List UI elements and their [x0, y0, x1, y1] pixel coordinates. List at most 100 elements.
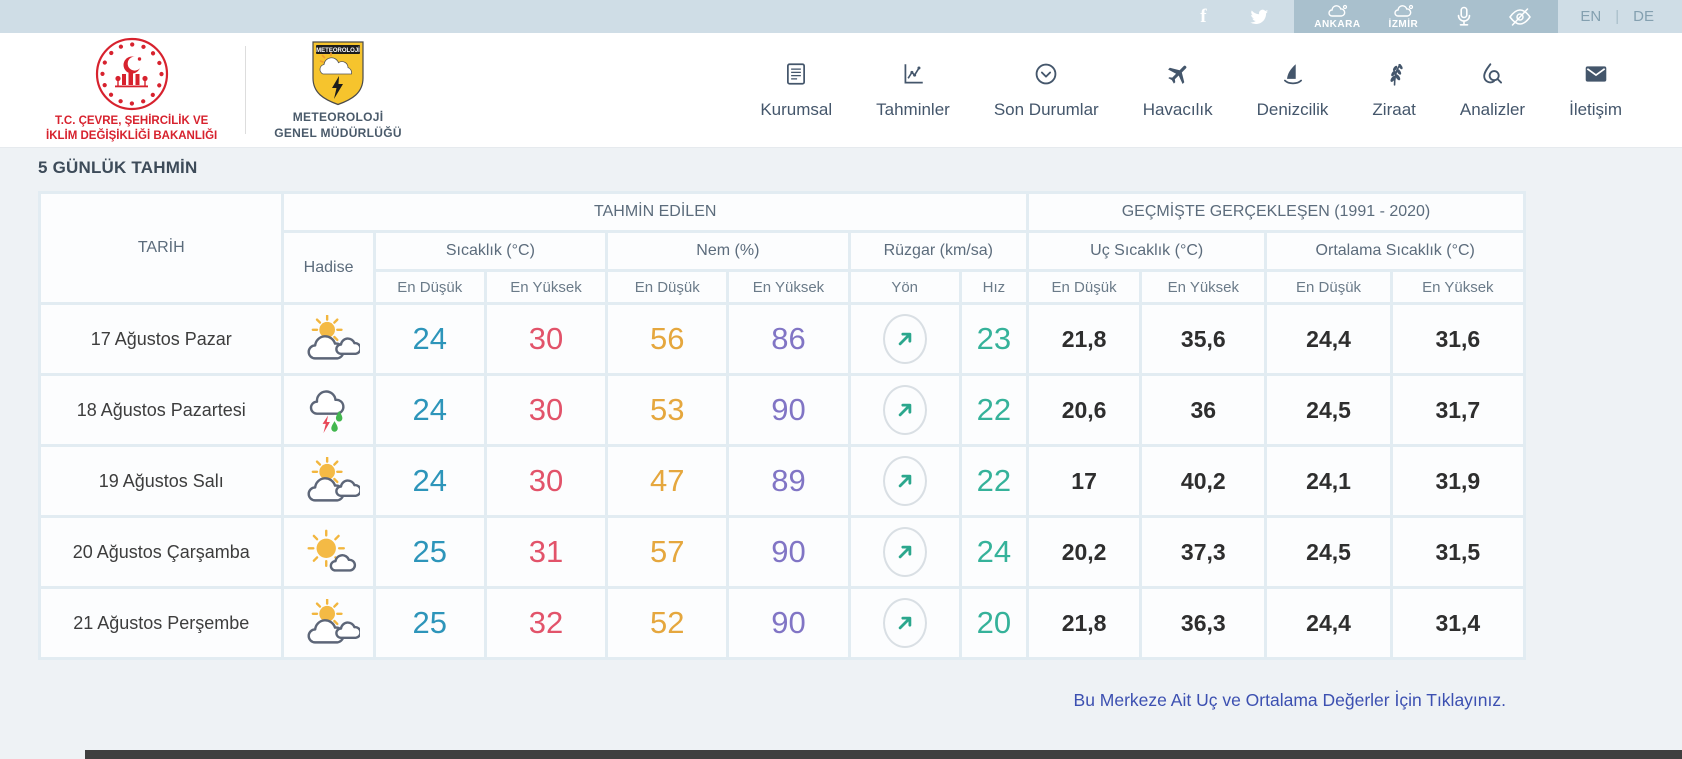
- wind-direction-cell: [850, 447, 959, 515]
- lang-divider: |: [1615, 8, 1620, 25]
- twitter-icon[interactable]: [1248, 6, 1270, 28]
- nav-item-havacilik[interactable]: Havacılık: [1143, 61, 1213, 120]
- link-row: Bu Merkeze Ait Uç ve Ortalama Değerler İ…: [38, 690, 1526, 711]
- lang-de[interactable]: DE: [1633, 8, 1654, 25]
- wind-direction-cell: [850, 518, 959, 586]
- svg-text:METEOROLOJİ: METEOROLOJİ: [316, 47, 360, 54]
- col-header-wind-dir: Yön: [850, 272, 959, 302]
- nav-item-son-durumlar[interactable]: Son Durumlar: [994, 61, 1099, 120]
- col-header-avg-min: En Düşük: [1267, 272, 1390, 302]
- ministry-name-line1: T.C. ÇEVRE, ŞEHİRCİLİK VE: [54, 115, 209, 128]
- mgm-logo[interactable]: METEOROLOJİ METEOROLOJİ GENEL MÜDÜRLÜĞÜ: [274, 38, 402, 141]
- weather-condition-icon: [284, 518, 373, 586]
- language-switcher: EN | DE: [1558, 0, 1682, 33]
- ext-max-value: 35,6: [1142, 305, 1265, 373]
- col-header-avg-max: En Yüksek: [1392, 272, 1523, 302]
- sailboat-icon: [1283, 63, 1302, 84]
- col-header-temperature: Sıcaklık (°C): [375, 233, 606, 269]
- nav-item-iletisim[interactable]: İletişim: [1569, 61, 1622, 120]
- col-header-hum-max: En Yüksek: [729, 272, 848, 302]
- nav-item-ziraat[interactable]: Ziraat: [1372, 61, 1416, 120]
- weather-condition-icon: [284, 589, 373, 657]
- wind-direction-cell: [850, 589, 959, 657]
- mgm-shield-icon: METEOROLOJİ: [312, 41, 364, 106]
- top-bar: f ANKARA İZMİR: [0, 0, 1682, 33]
- logo-divider: [245, 46, 247, 134]
- col-header-date: TARİH: [41, 194, 282, 302]
- airplane-icon: [1167, 65, 1186, 84]
- ministry-logo[interactable]: T.C. ÇEVRE, ŞEHİRCİLİK VE İKLİM DEĞİŞİKL…: [46, 36, 217, 144]
- nav-item-tahminler[interactable]: Tahminler: [876, 61, 950, 120]
- city-widget-ankara[interactable]: ANKARA: [1304, 0, 1370, 33]
- city-widget-izmir[interactable]: İZMİR: [1370, 0, 1436, 33]
- date-cell: 18 Ağustos Pazartesi: [41, 376, 282, 444]
- group-header-past: GEÇMİŞTE GERÇEKLEŞEN (1991 - 2020): [1028, 194, 1523, 230]
- main-content: 5 GÜNLÜK TAHMİN TARİH TAHMİN EDİLEN GEÇM…: [0, 148, 1682, 711]
- wind-speed-value: 24: [961, 518, 1026, 586]
- forecast-row: 19 Ağustos Salı 24 30 47 89 22 17 40,2 2…: [41, 447, 1523, 515]
- temp-max-value: 30: [486, 376, 606, 444]
- nav-item-analizler[interactable]: Analizler: [1460, 61, 1525, 120]
- cloud-icon: [1328, 4, 1348, 17]
- temp-max-value: 30: [486, 447, 606, 515]
- wind-speed-value: 22: [961, 447, 1026, 515]
- drop-magnifier-icon: [1483, 62, 1503, 83]
- wind-direction-northeast-icon: [882, 314, 927, 364]
- weather-condition-icon: [284, 305, 373, 373]
- main-nav: Kurumsal Tahminler Son Durumlar Havacılı…: [760, 61, 1682, 120]
- avg-min-value: 24,1: [1267, 447, 1390, 515]
- ext-min-value: 17: [1028, 447, 1140, 515]
- date-cell: 19 Ağustos Salı: [41, 447, 282, 515]
- line-chart-icon: [904, 63, 923, 84]
- forecast-row: 21 Ağustos Perşembe 25 32 52 90 20 21,8 …: [41, 589, 1523, 657]
- wind-direction-northeast-icon: [882, 527, 927, 577]
- humidity-min-value: 56: [608, 305, 727, 373]
- ext-min-value: 20,2: [1028, 518, 1140, 586]
- footer-bar: [85, 750, 1682, 759]
- ext-min-value: 21,8: [1028, 305, 1140, 373]
- temp-max-value: 31: [486, 518, 606, 586]
- avg-min-value: 24,4: [1267, 589, 1390, 657]
- lang-en[interactable]: EN: [1580, 8, 1602, 25]
- facebook-icon[interactable]: f: [1200, 5, 1207, 27]
- avg-max-value: 31,4: [1392, 589, 1523, 657]
- nav-item-denizcilik[interactable]: Denizcilik: [1257, 61, 1328, 120]
- col-header-ext-min: En Düşük: [1028, 272, 1140, 302]
- envelope-icon: [1585, 65, 1606, 82]
- weather-condition-icon: [284, 376, 373, 444]
- col-header-average-temp: Ortalama Sıcaklık (°C): [1267, 233, 1523, 269]
- circle-chevron-down-icon: [1035, 63, 1057, 84]
- humidity-max-value: 90: [729, 376, 848, 444]
- temp-max-value: 32: [486, 589, 606, 657]
- microphone-icon[interactable]: [1436, 0, 1492, 33]
- climate-values-link[interactable]: Bu Merkeze Ait Uç ve Ortalama Değerler İ…: [1073, 690, 1506, 710]
- ext-max-value: 36: [1142, 376, 1265, 444]
- mgm-name-line2: GENEL MÜDÜRLÜĞÜ: [274, 126, 402, 140]
- ext-max-value: 36,3: [1142, 589, 1265, 657]
- temp-min-value: 25: [375, 518, 484, 586]
- humidity-max-value: 90: [729, 589, 848, 657]
- humidity-min-value: 57: [608, 518, 727, 586]
- mgm-name-line1: METEOROLOJİ: [292, 110, 384, 125]
- col-header-ext-max: En Yüksek: [1142, 272, 1265, 302]
- group-header-forecast: TAHMİN EDİLEN: [284, 194, 1026, 230]
- col-header-temp-min: En Düşük: [375, 272, 484, 302]
- temp-min-value: 24: [375, 305, 484, 373]
- wind-direction-cell: [850, 376, 959, 444]
- avg-min-value: 24,4: [1267, 305, 1390, 373]
- wind-direction-cell: [850, 305, 959, 373]
- wind-direction-northeast-icon: [882, 385, 927, 435]
- nav-item-kurumsal[interactable]: Kurumsal: [760, 61, 832, 120]
- temp-min-value: 24: [375, 447, 484, 515]
- col-header-humidity: Nem (%): [608, 233, 848, 269]
- col-header-hum-min: En Düşük: [608, 272, 727, 302]
- col-header-extreme-temp: Uç Sıcaklık (°C): [1028, 233, 1265, 269]
- col-header-event: Hadise: [284, 233, 373, 302]
- col-header-wind: Rüzgar (km/sa): [850, 233, 1026, 269]
- weather-condition-icon: [284, 447, 373, 515]
- avg-min-value: 24,5: [1267, 376, 1390, 444]
- humidity-max-value: 89: [729, 447, 848, 515]
- eye-slash-accessibility-icon[interactable]: [1492, 0, 1548, 33]
- col-header-temp-max: En Yüksek: [486, 272, 606, 302]
- temp-min-value: 24: [375, 376, 484, 444]
